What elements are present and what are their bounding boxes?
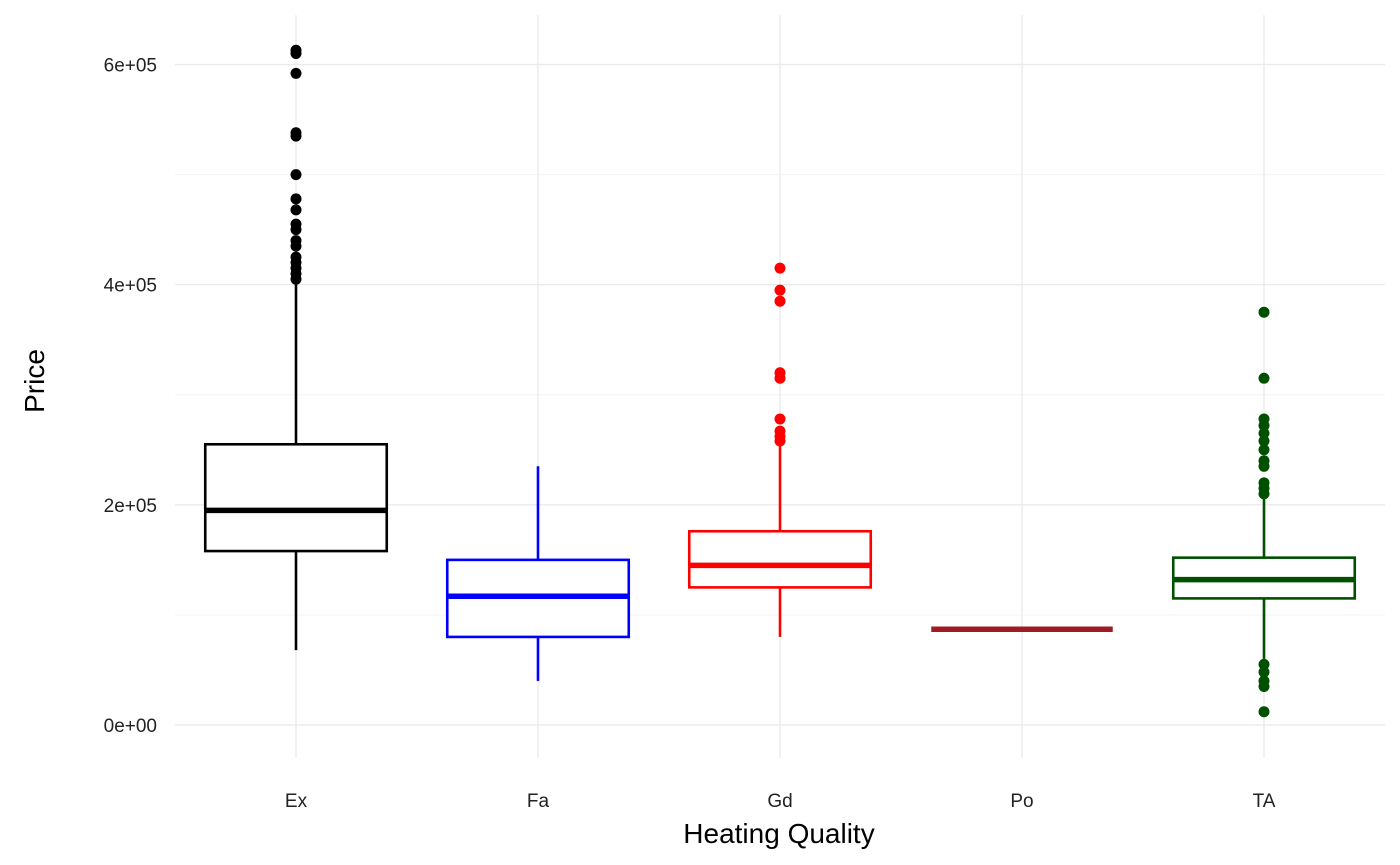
outlier-point <box>290 44 302 56</box>
outlier-point <box>290 235 302 247</box>
box-ex <box>203 44 389 651</box>
y-tick-label: 2e+05 <box>104 496 157 517</box>
box-gd <box>687 262 873 637</box>
outlier-point <box>774 262 786 274</box>
outlier-point <box>1258 658 1270 670</box>
outlier-point <box>290 193 302 205</box>
iqr-box <box>687 529 873 589</box>
outlier-point <box>774 295 786 307</box>
outlier-point <box>774 367 786 379</box>
outlier-point <box>1258 435 1270 447</box>
outlier-point <box>290 127 302 139</box>
outlier-point <box>290 67 302 79</box>
outlier-point <box>774 284 786 296</box>
outlier-point <box>290 218 302 230</box>
outlier-point <box>1258 413 1270 425</box>
outlier-point <box>1258 306 1270 318</box>
outlier-point <box>1258 372 1270 384</box>
outlier-point <box>290 251 302 263</box>
outlier-point <box>290 169 302 181</box>
iqr-box <box>203 442 389 553</box>
outlier-point <box>1258 706 1270 718</box>
outlier-point <box>1258 477 1270 489</box>
x-axis-title: Heating Quality <box>683 818 874 849</box>
outlier-point <box>290 204 302 216</box>
outlier-point <box>774 425 786 437</box>
x-tick-label: TA <box>1253 791 1276 812</box>
outlier-point <box>1258 666 1270 678</box>
box-ta <box>1171 306 1357 718</box>
y-tick-label: 4e+05 <box>104 276 157 297</box>
outlier-point <box>774 413 786 425</box>
box-fa <box>445 466 631 681</box>
x-tick-label: Ex <box>285 791 308 812</box>
x-tick-label: Gd <box>767 791 792 812</box>
y-axis-title: Price <box>19 349 50 413</box>
x-tick-label: Po <box>1010 791 1033 812</box>
y-tick-labels: 0e+00 2e+05 4e+05 6e+05 <box>104 56 157 737</box>
outlier-point <box>1258 675 1270 687</box>
y-tick-label: 0e+00 <box>104 716 157 737</box>
outlier-point <box>1258 444 1270 456</box>
x-tick-label: Fa <box>527 791 550 812</box>
outlier-point <box>1258 427 1270 439</box>
y-tick-label: 6e+05 <box>104 56 157 77</box>
grid-lines <box>175 15 1385 758</box>
outlier-point <box>1258 455 1270 467</box>
x-tick-labels: Ex Fa Gd Po TA <box>285 791 1276 812</box>
box-series <box>203 44 1357 718</box>
